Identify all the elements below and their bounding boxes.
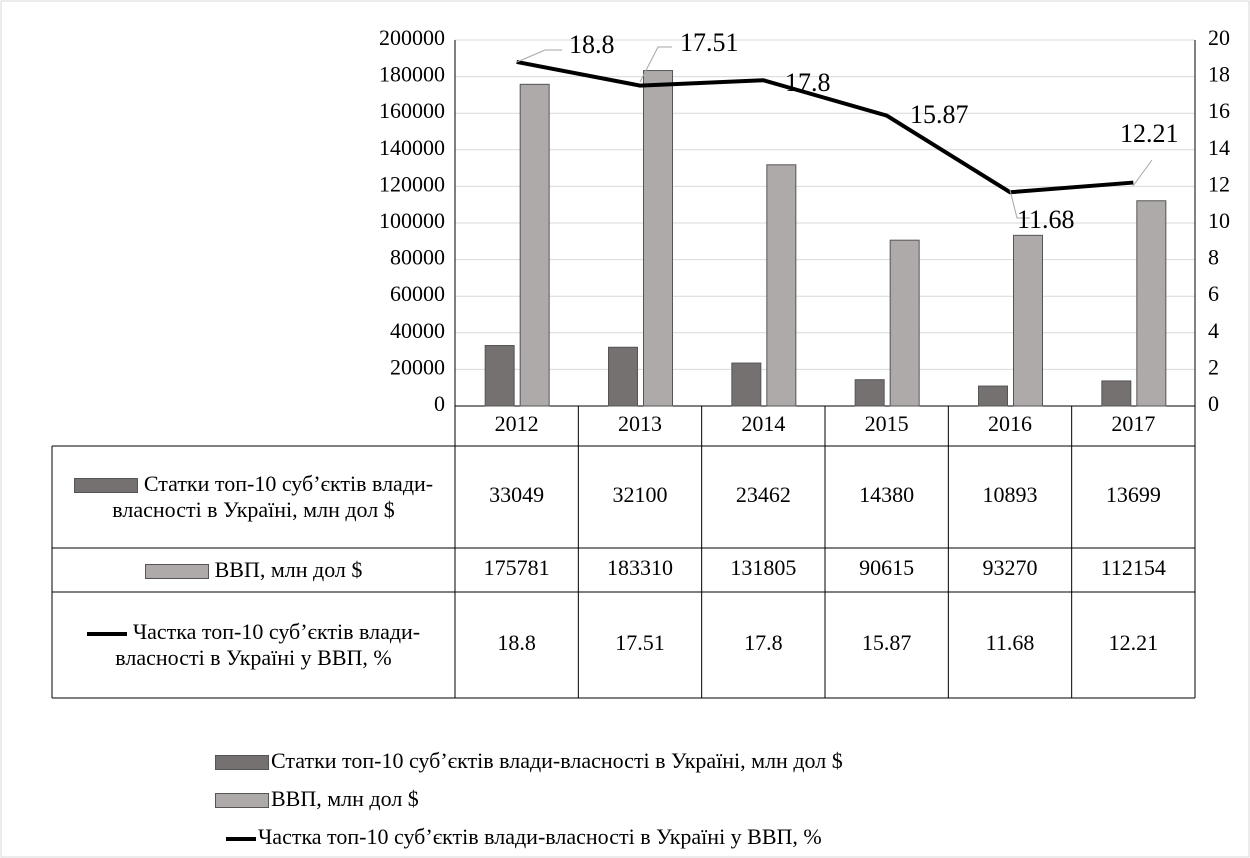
y-tick-label: 200000 [379, 25, 445, 50]
y-tick-label: 40000 [390, 318, 445, 343]
table-row-label: Статки топ-10 суб’єктів влади-власності … [52, 446, 455, 548]
y2-tick-label: 18 [1208, 62, 1230, 87]
bar [1013, 234, 1043, 407]
y2-tick-label: 8 [1208, 245, 1219, 270]
data-label: 11.68 [1017, 205, 1075, 234]
y2-tick-label: 20 [1208, 25, 1230, 50]
table-cell: 10893 [983, 482, 1038, 507]
bar [889, 239, 920, 407]
y-tick-label: 180000 [379, 62, 445, 87]
table-cell: 175781 [484, 555, 550, 580]
y-tick-label: 140000 [379, 135, 445, 160]
table-cell: 183310 [607, 555, 673, 580]
x-tick-label: 2012 [495, 411, 539, 436]
bar [1136, 200, 1167, 407]
bar [731, 362, 762, 407]
y2-tick-label: 6 [1208, 281, 1219, 306]
table-cell: 12.21 [1109, 630, 1159, 655]
y-tick-label: 20000 [390, 354, 445, 379]
x-tick-label: 2017 [1111, 411, 1155, 436]
legend-label: ВВП, млн дол $ [271, 786, 419, 811]
table-cell: 131805 [730, 555, 796, 580]
table-cell: 32100 [613, 482, 668, 507]
bar [854, 379, 885, 407]
y2-tick-label: 4 [1208, 318, 1219, 343]
legend-swatch [215, 755, 269, 771]
bar [484, 345, 515, 407]
bar [978, 385, 1008, 407]
x-tick-label: 2014 [741, 411, 785, 436]
bar [608, 346, 638, 407]
y2-tick-label: 16 [1208, 98, 1230, 123]
leader-line [1132, 159, 1153, 187]
legend-swatch [215, 793, 269, 809]
table-cell: 90615 [859, 555, 914, 580]
y2-tick-label: 12 [1208, 171, 1230, 196]
table-row-label-text: Частка топ-10 суб’єктів влади-власності … [115, 619, 421, 670]
table-cell: 14380 [859, 482, 914, 507]
legend-swatch [144, 564, 209, 580]
table-row-label: ВВП, млн дол $ [52, 548, 455, 592]
bar [519, 83, 550, 407]
table-cell: 23462 [736, 482, 791, 507]
x-tick-label: 2016 [988, 411, 1032, 436]
leader-line [516, 49, 562, 63]
legend-label: Частка топ-10 суб’єктів влади-власності … [258, 824, 822, 849]
y2-tick-label: 0 [1208, 391, 1219, 416]
leader-line [1009, 189, 1030, 219]
y-tick-label: 120000 [379, 171, 445, 196]
data-label: 17.51 [680, 28, 739, 57]
table-row-label-text: ВВП, млн дол $ [214, 557, 363, 582]
table-row-label: Частка топ-10 суб’єктів влади-власності … [52, 592, 455, 698]
table-cell: 33049 [489, 482, 544, 507]
y-tick-label: 100000 [379, 208, 445, 233]
bar [1101, 380, 1132, 407]
y2-tick-label: 10 [1208, 208, 1230, 233]
bar [643, 70, 673, 407]
bar [766, 164, 797, 407]
line [516, 59, 1134, 195]
y-tick-label: 60000 [390, 281, 445, 306]
legend-swatch [73, 478, 138, 494]
table-cell: 93270 [983, 555, 1038, 580]
y-tick-label: 160000 [379, 98, 445, 123]
y2-tick-label: 14 [1208, 135, 1230, 160]
legend-swatch [226, 836, 256, 841]
data-label: 17.8 [785, 68, 831, 97]
y-tick-label: 0 [434, 391, 445, 416]
data-label: 15.87 [910, 100, 969, 129]
table-cell: 17.8 [744, 630, 783, 655]
x-tick-label: 2015 [865, 411, 909, 436]
table-cell: 17.51 [615, 630, 665, 655]
y2-tick-label: 2 [1208, 354, 1219, 379]
x-tick-label: 2013 [618, 411, 662, 436]
leader-line [639, 46, 672, 83]
legend-swatch [86, 631, 127, 636]
table-cell: 112154 [1101, 555, 1166, 580]
table-cell: 18.8 [497, 630, 536, 655]
legend-item: Статки топ-10 суб’єктів влади-власності … [215, 748, 843, 774]
table-cell: 15.87 [862, 630, 912, 655]
table-row-label-text: Статки топ-10 суб’єктів влади-власності … [112, 471, 434, 522]
table-cell: 11.68 [986, 630, 1035, 655]
legend-item: Частка топ-10 суб’єктів влади-власності … [226, 824, 822, 850]
legend-label: Статки топ-10 суб’єктів влади-власності … [271, 748, 843, 773]
data-label: 18.8 [569, 30, 615, 59]
data-label: 12.21 [1120, 119, 1179, 148]
y-tick-label: 80000 [390, 245, 445, 270]
table-cell: 13699 [1106, 482, 1161, 507]
legend-item: ВВП, млн дол $ [215, 786, 419, 812]
